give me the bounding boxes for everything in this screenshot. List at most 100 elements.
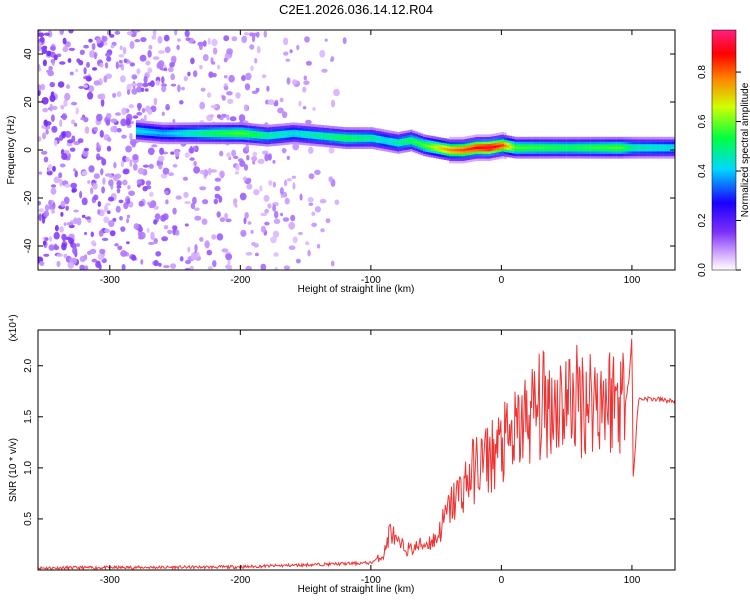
heatmap-ridge-cell (459, 160, 463, 164)
heatmap-ridge-cell (292, 132, 296, 135)
heatmap-noise-cell (199, 186, 207, 191)
heatmap-ridge-cell (535, 139, 539, 142)
heatmap-ridge-cell (535, 136, 539, 140)
heatmap-noise-cell (147, 147, 155, 156)
heatmap-ridge-cell (143, 125, 147, 129)
heatmap-ridge-cell (363, 134, 366, 137)
heatmap-ridge-cell (404, 142, 408, 146)
heatmap-noise-cell (117, 64, 123, 68)
heatmap-ridge-cell (462, 158, 465, 161)
heatmap-ridge-cell (543, 136, 546, 140)
heatmap-ridge-cell (209, 136, 212, 140)
heatmap-ridge-cell (404, 140, 408, 143)
heatmap-noise-cell (308, 173, 315, 180)
heatmap-noise-cell (284, 197, 290, 205)
heatmap-ridge-cell (253, 138, 257, 141)
heatmap-ridge-cell (608, 136, 612, 140)
heatmap-ridge-cell (433, 150, 437, 154)
heatmap-ridge-cell (490, 145, 494, 149)
heatmap-ridge-cell (472, 137, 476, 140)
heatmap-ridge-cell (190, 139, 194, 142)
heatmap-ridge-cell (266, 134, 270, 137)
heatmap-ridge-cell (376, 133, 379, 136)
heatmap-ridge-cell (261, 129, 264, 132)
heatmap-ridge-cell (449, 139, 452, 142)
heatmap-ridge-cell (522, 144, 526, 147)
heatmap-noise-cell (76, 217, 82, 226)
heatmap-ridge-cell (274, 128, 278, 132)
heatmap-ridge-cell (146, 125, 150, 129)
heatmap-ridge-cell (498, 134, 502, 138)
heatmap-ridge-cell (391, 147, 395, 151)
heatmap-ridge-cell (410, 132, 413, 135)
heatmap-ridge-cell (600, 136, 604, 140)
heatmap-noise-cell (240, 229, 247, 237)
heatmap-ridge-cell (457, 151, 460, 154)
heatmap-ridge-cell (605, 156, 609, 159)
heatmap-ridge-cell (501, 151, 505, 154)
heatmap-ridge-cell (457, 160, 460, 164)
heatmap-ridge-cell (631, 141, 635, 145)
heatmap-ridge-cell (214, 129, 217, 133)
heatmap-ridge-cell (227, 139, 231, 142)
heatmap-ridge-cell (206, 141, 210, 145)
heatmap-ridge-cell (336, 128, 340, 132)
heatmap-ridge-cell (584, 148, 588, 152)
heatmap-noise-cell (282, 217, 290, 222)
heatmap-ridge-cell (263, 129, 267, 132)
heatmap-ridge-cell (553, 156, 557, 159)
heatmap-ridge-cell (235, 136, 238, 140)
heatmap-ridge-cell (391, 143, 395, 146)
heatmap-ridge-cell (149, 138, 152, 141)
heatmap-ridge-cell (472, 144, 476, 148)
heatmap-ridge-cell (242, 122, 246, 126)
heatmap-ridge-cell (433, 136, 437, 139)
heatmap-ridge-cell (355, 141, 358, 145)
heatmap-ridge-cell (462, 153, 465, 157)
heatmap-noise-cell (161, 236, 169, 242)
heatmap-ridge-cell (135, 132, 139, 135)
heatmap-ridge-cell (616, 146, 620, 149)
heatmap-ridge-cell (459, 156, 463, 159)
heatmap-ridge-cell (250, 125, 254, 129)
heatmap-ridge-cell (566, 144, 570, 147)
heatmap-ridge-cell (394, 145, 398, 149)
heatmap-ridge-cell (305, 142, 309, 146)
heatmap-noise-cell (228, 156, 232, 161)
heatmap-ridge-cell (634, 141, 638, 145)
heatmap-noise-cell (225, 253, 233, 261)
heatmap-ridge-cell (300, 139, 304, 143)
heatmap-ridge-cell (227, 122, 231, 125)
heatmap-ridge-cell (553, 153, 557, 157)
heatmap-ridge-cell (188, 124, 191, 128)
heatmap-ridge-cell (263, 143, 267, 147)
heatmap-ridge-cell (276, 123, 280, 127)
heatmap-ridge-cell (647, 141, 651, 145)
heatmap-ridge-cell (498, 144, 502, 148)
heatmap-ridge-cell (193, 129, 197, 133)
heatmap-ridge-cell (336, 126, 340, 130)
heatmap-ridge-cell (490, 143, 494, 147)
heatmap-ridge-cell (248, 142, 251, 145)
heatmap-ridge-cell (318, 144, 322, 147)
heatmap-ridge-cell (470, 137, 473, 141)
heatmap-ridge-cell (587, 139, 591, 142)
heatmap-ridge-cell (318, 124, 322, 128)
heatmap-ridge-cell (216, 139, 220, 142)
heatmap-ridge-cell (637, 148, 640, 152)
heatmap-ridge-cell (650, 136, 653, 140)
heatmap-ridge-cell (553, 151, 557, 154)
heatmap-ridge-cell (368, 146, 371, 149)
heatmap-ridge-cell (634, 146, 638, 149)
heatmap-ridge-cell (480, 146, 484, 149)
heatmap-noise-cell (38, 64, 41, 69)
heatmap-noise-cell (119, 216, 123, 221)
heatmap-ridge-cell (182, 122, 186, 125)
heatmap-ridge-cell (292, 129, 296, 133)
heatmap-ridge-cell (389, 149, 392, 153)
heatmap-ridge-cell (180, 122, 184, 125)
heatmap-noise-cell (312, 107, 316, 111)
heatmap-ridge-cell (564, 148, 567, 152)
heatmap-ridge-cell (402, 133, 405, 136)
heatmap-ridge-cell (671, 156, 674, 159)
